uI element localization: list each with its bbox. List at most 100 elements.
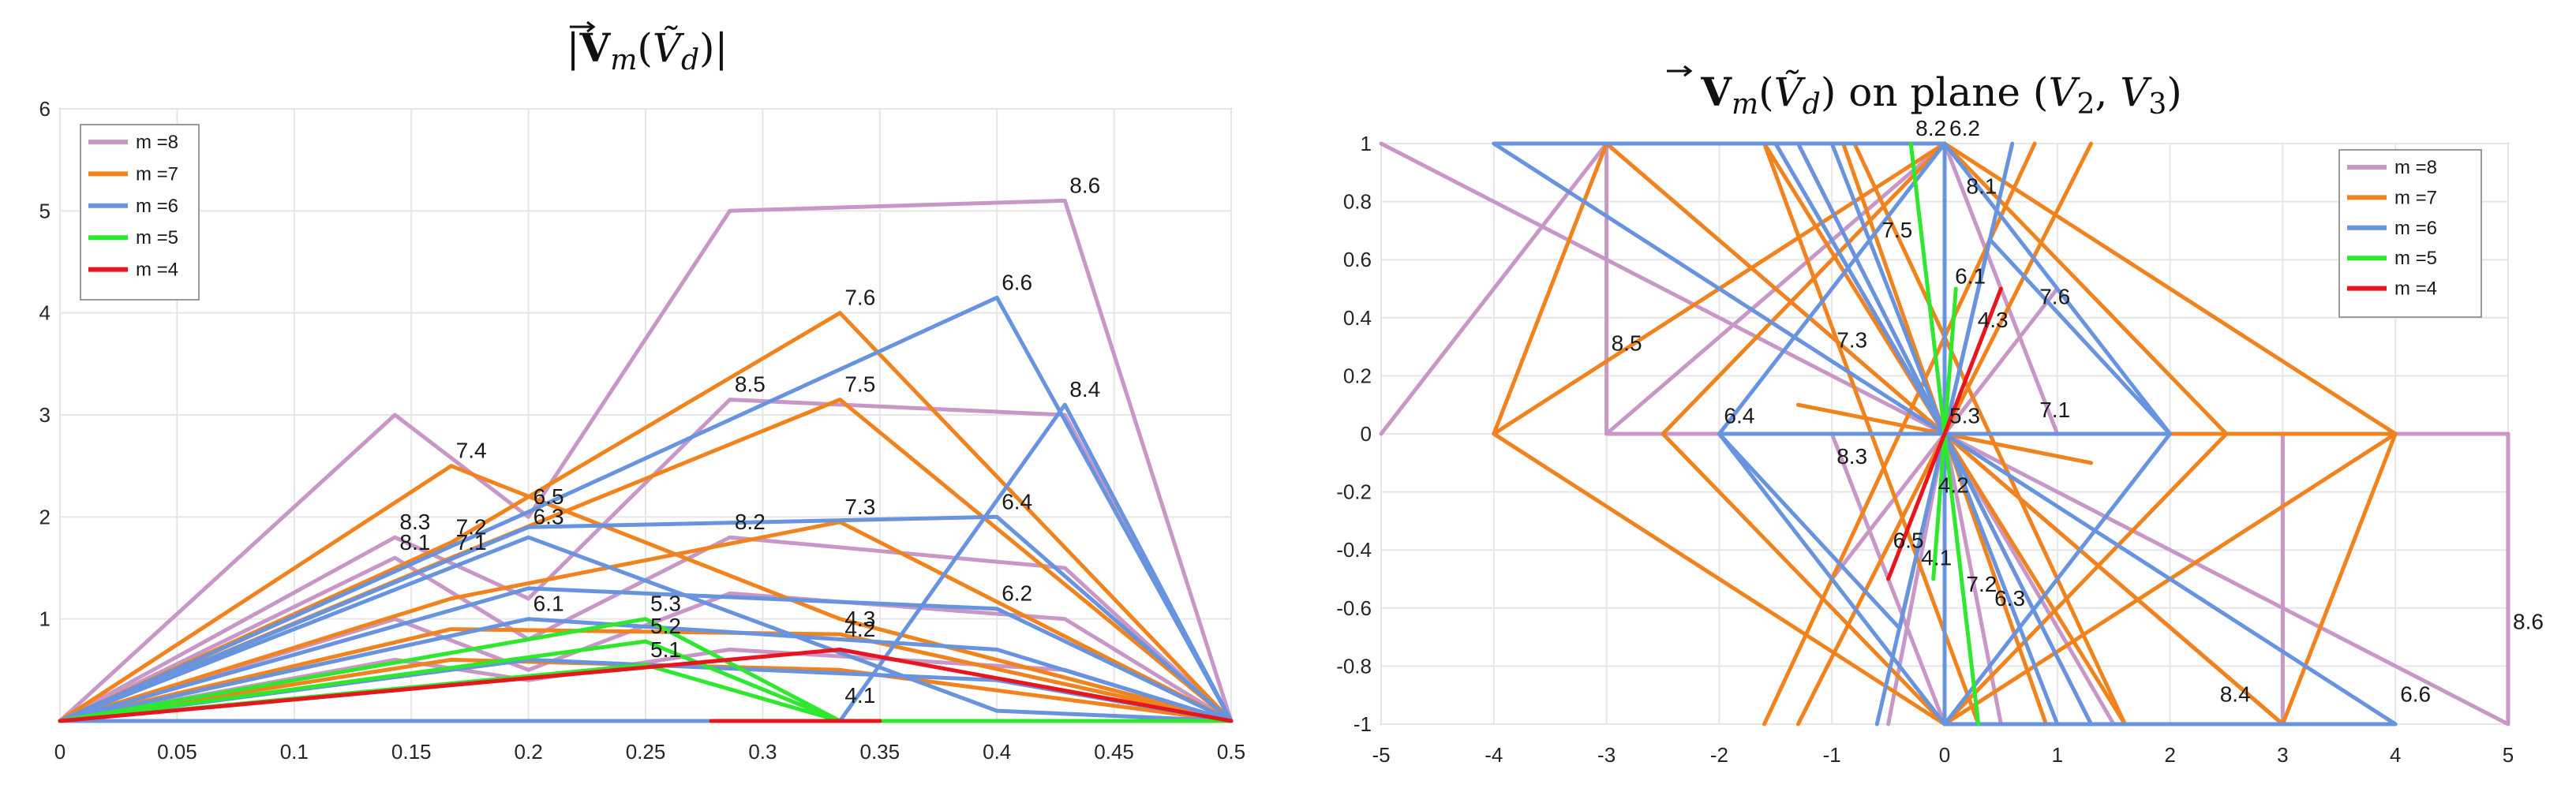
point-label: 8.3 — [399, 510, 430, 534]
point-label: 6.6 — [1002, 270, 1032, 294]
legend-entry: m =4 — [136, 260, 178, 281]
series-line-m8 — [58, 398, 1234, 723]
y-tick-label: 5 — [39, 199, 51, 222]
point-label: 7.2 — [1966, 572, 1997, 596]
legend-entry: m =8 — [2394, 157, 2437, 178]
y-tick-label: 0.6 — [1343, 248, 1372, 271]
x-tick-label: 0.5 — [1217, 740, 1245, 764]
series-line-m6 — [58, 617, 1234, 723]
series-line-m7 — [58, 627, 1234, 723]
series-line-m6 — [58, 535, 1234, 723]
series-line-m5 — [1931, 431, 1947, 581]
chart-right-plot — [1379, 141, 2510, 726]
series-line-m8 — [58, 198, 1234, 723]
chart-right-ticks: -5 -4 -3 -2 -1 0 1 2 3 4 5 1 0.8 0.6 0.4 0.2 0 -0.2 -0.4 -0… — [1336, 132, 2514, 767]
chart-left: |Vm(Ṽd)| 8.6 7.6 6.6 8.5 7.5 8.4 7.4 6.56.3 8.3 7… — [39, 21, 1245, 764]
y-tick-label: 0.4 — [1343, 306, 1372, 330]
x-tick-label: 0.4 — [983, 740, 1011, 764]
y-tick-label: 3 — [39, 403, 51, 427]
chart-right-annotations: 8.2 6.2 8.1 7.5 7.6 6.1 4.3 8.5 7.3 7.1 6.4 5.3 8.3 4… — [1612, 116, 2544, 707]
point-label: 6.3 — [534, 505, 564, 529]
series-line-m5 — [1942, 431, 1981, 726]
point-label: 7.1 — [456, 530, 487, 555]
series-line-m6 — [58, 402, 1234, 723]
x-tick-label: 0.35 — [859, 740, 900, 764]
chart-right: Vm(Ṽd) on plane (V2, V3) 8.2 6.2 8.1 7.5 7.6… — [1336, 65, 2544, 767]
point-label: 8.1 — [399, 530, 430, 555]
point-label: 5.3 — [650, 592, 681, 616]
x-tick-label: 0.25 — [626, 740, 666, 764]
point-label: 6.3 — [1994, 586, 2025, 611]
point-label: 6.5 — [534, 484, 564, 509]
point-label: 8.6 — [1069, 173, 1100, 197]
chart-right-legend: m =8 m =7 m =6 m =5 m =4 — [2338, 149, 2482, 318]
point-label: 8.3 — [1837, 444, 1867, 469]
y-tick-label: 0.2 — [1343, 364, 1372, 387]
series-line-m8 — [58, 535, 1234, 723]
x-tick-label: -1 — [1823, 743, 1841, 767]
y-tick-label: 0 — [1361, 422, 1372, 446]
y-tick-label: -0.2 — [1336, 480, 1372, 504]
y-tick-label: 6 — [39, 97, 51, 121]
legend-entry: m =7 — [2394, 187, 2437, 208]
y-tick-label: 2 — [39, 505, 51, 528]
point-label: 7.3 — [844, 495, 875, 519]
legend-entry: m =7 — [136, 163, 178, 185]
point-label: 7.5 — [844, 372, 875, 397]
point-label: 7.5 — [1881, 218, 1912, 242]
point-label: 5.2 — [650, 614, 681, 638]
series-line-m6 — [1773, 141, 1947, 436]
series-line-m8 — [1886, 286, 2060, 726]
series-line-m4 — [58, 648, 1234, 723]
point-label: 6.4 — [1002, 489, 1032, 514]
x-tick-label: -5 — [1372, 743, 1390, 767]
point-label: 7.3 — [1837, 328, 1867, 353]
legend-entry: m =5 — [136, 227, 178, 248]
point-label: 5.3 — [1949, 403, 1980, 428]
point-label: 6.2 — [1949, 116, 1980, 140]
point-label: 8.4 — [1069, 377, 1100, 402]
point-label: 6.4 — [1724, 403, 1754, 428]
x-tick-label: 0.45 — [1094, 740, 1134, 764]
legend-entry: m =6 — [2394, 218, 2437, 239]
chart-left-title: |Vm(Ṽd)| — [567, 24, 728, 77]
y-tick-label: -0.6 — [1336, 596, 1372, 620]
point-label: 4.1 — [844, 683, 875, 708]
chart-right-title-arrow — [1667, 65, 1693, 77]
series-line-m4 — [1886, 286, 2003, 581]
legend-entry: m =8 — [136, 132, 178, 153]
point-label: 6.2 — [1002, 581, 1032, 606]
y-tick-label: -0.8 — [1336, 654, 1372, 678]
chart-left-plot — [58, 198, 1234, 723]
point-label: 6.6 — [2400, 682, 2431, 707]
x-tick-label: 2 — [2164, 743, 2175, 767]
series-line-m5 — [1908, 141, 1947, 436]
series-line-m6 — [1492, 141, 1947, 436]
point-label: 7.2 — [456, 515, 487, 540]
x-tick-label: 0.15 — [391, 740, 432, 764]
y-tick-label: -0.4 — [1336, 538, 1372, 562]
point-label: 7.6 — [844, 286, 875, 310]
point-label: 7.6 — [2039, 284, 2070, 308]
chart-right-title: Vm(Ṽd) on plane (V2, V3) — [1700, 69, 2182, 121]
point-label: 8.5 — [735, 372, 766, 397]
legend-entry: m =4 — [2394, 278, 2437, 300]
series-line-m7 — [58, 520, 1234, 723]
point-label: 4.2 — [1938, 473, 1969, 498]
y-tick-label: -1 — [1354, 712, 1372, 736]
series-line-m6 — [58, 514, 1234, 723]
point-label: 4.3 — [844, 607, 875, 631]
chart-left-annotations: 8.6 7.6 6.6 8.5 7.5 8.4 7.4 6.56.3 8.3 7.2 8.1 7.1 8… — [399, 173, 1100, 708]
point-label: 4.3 — [1978, 308, 2009, 332]
x-tick-label: 0.1 — [280, 740, 309, 764]
series-line-m8 — [1829, 431, 2003, 726]
series-line-m7 — [1492, 141, 2398, 726]
point-label: 8.5 — [1612, 331, 1642, 355]
point-label: 6.1 — [534, 592, 564, 616]
legend-entry: m =5 — [2394, 248, 2437, 269]
x-tick-label: 0 — [1939, 743, 1950, 767]
point-label: 8.1 — [1966, 174, 1997, 199]
x-tick-label: 1 — [2052, 743, 2063, 767]
chart-left-legend: m =8 m =7 m =6 m =5 m =4 — [80, 124, 200, 301]
